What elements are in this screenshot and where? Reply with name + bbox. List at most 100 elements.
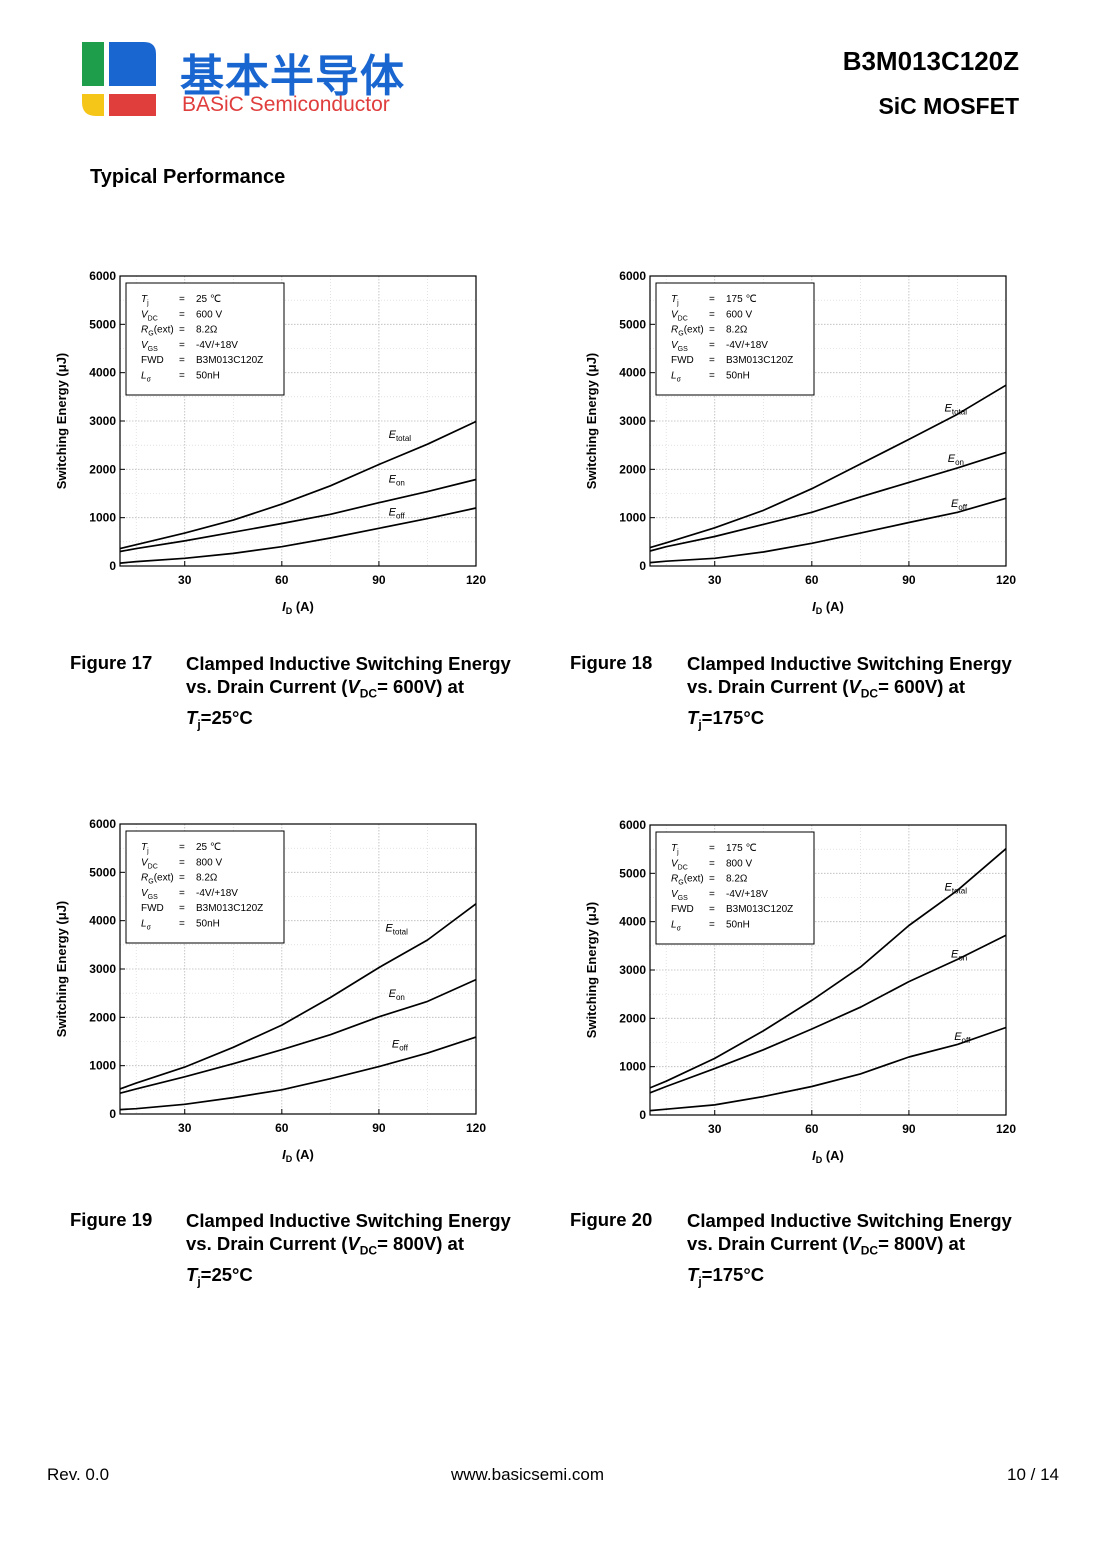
series-label: Eoff xyxy=(951,498,968,512)
caption-text: =25°C xyxy=(200,706,253,728)
figure-caption: Clamped Inductive Switching Energy vs. D… xyxy=(186,1209,546,1293)
caption-text: vs. Drain Current ( xyxy=(186,1233,348,1254)
condition-equals: = xyxy=(179,888,185,899)
caption-subscript: j xyxy=(197,717,201,732)
series-label: Eon xyxy=(389,473,405,487)
condition-value: 800 V xyxy=(196,857,222,868)
figure-number: Figure 17 xyxy=(70,652,153,673)
x-tick-label: 30 xyxy=(708,573,722,587)
x-tick-label: 30 xyxy=(708,1122,722,1136)
y-axis-title: Switching Energy (μJ) xyxy=(584,902,599,1039)
condition-value: 800 V xyxy=(726,858,752,869)
condition-equals: = xyxy=(709,294,715,305)
series-line xyxy=(649,934,1007,1094)
y-tick-label: 3000 xyxy=(89,962,116,976)
series-line xyxy=(649,497,1007,564)
caption-line-1: Clamped Inductive Switching Energy xyxy=(186,1210,511,1231)
x-tick-label: 120 xyxy=(996,573,1016,587)
y-axis-title: Switching Energy (μJ) xyxy=(54,901,69,1038)
x-tick-label: 120 xyxy=(466,573,486,587)
condition-symbol: RG(ext) xyxy=(141,873,174,886)
x-axis-title: ID (A) xyxy=(812,599,844,616)
condition-equals: = xyxy=(179,842,185,853)
caption-symbol: T xyxy=(186,1263,198,1285)
caption-text: = 800V) at xyxy=(377,1233,464,1254)
conditions-box xyxy=(125,282,285,396)
series-line xyxy=(649,1026,1007,1112)
condition-equals: = xyxy=(709,904,715,915)
y-tick-label: 5000 xyxy=(619,317,646,331)
caption-line-3: Tj=175°C xyxy=(687,706,1047,737)
condition-equals: = xyxy=(709,874,715,885)
series-line xyxy=(119,420,477,550)
series-label: Etotal xyxy=(389,429,412,443)
series-label: Eon xyxy=(951,948,967,962)
condition-symbol: VGS xyxy=(671,340,688,353)
caption-text: = 600V) at xyxy=(377,676,464,697)
condition-symbol: Tj xyxy=(671,294,679,307)
condition-equals: = xyxy=(709,309,715,320)
x-tick-label: 60 xyxy=(275,573,289,587)
condition-equals: = xyxy=(179,355,185,366)
logo-red-block xyxy=(109,94,156,116)
caption-text: vs. Drain Current ( xyxy=(687,1233,849,1254)
caption-text: =175°C xyxy=(701,706,765,728)
caption-line-2: vs. Drain Current (VDC= 600V) at xyxy=(186,675,546,706)
caption-text: = 800V) at xyxy=(878,1233,965,1254)
caption-line-2: vs. Drain Current (VDC= 800V) at xyxy=(186,1232,546,1263)
company-logo xyxy=(82,42,158,118)
condition-symbol: VGS xyxy=(141,888,158,901)
condition-symbol: VDC xyxy=(671,309,688,322)
caption-subscript: DC xyxy=(860,1243,879,1258)
chart-figure-20: 0 1000 2000 3000 4000 5000 6000 30 60 90 120 Switch… xyxy=(580,811,1030,1171)
y-tick-label: 1000 xyxy=(619,511,646,525)
caption-line-2: vs. Drain Current (VDC= 600V) at xyxy=(687,675,1047,706)
y-tick-label: 6000 xyxy=(619,269,646,283)
y-tick-label: 1000 xyxy=(619,1060,646,1074)
condition-value: 175 ℃ xyxy=(726,294,757,305)
condition-symbol: RG(ext) xyxy=(671,874,704,887)
series-line xyxy=(119,1036,477,1111)
series-line xyxy=(649,451,1007,552)
device-type: SiC MOSFET xyxy=(878,93,1019,119)
condition-equals: = xyxy=(709,340,715,351)
caption-symbol: V xyxy=(347,1233,360,1254)
condition-value: 50nH xyxy=(196,371,220,382)
footer-website[interactable]: www.basicsemi.com xyxy=(451,1465,605,1484)
series-line xyxy=(119,903,477,1090)
figure-number: Figure 19 xyxy=(70,1209,153,1230)
chart-figure-19: 0 1000 2000 3000 4000 5000 6000 30 60 90 120 Switch… xyxy=(50,810,500,1170)
y-tick-label: 6000 xyxy=(89,269,116,283)
y-tick-label: 2000 xyxy=(89,1010,116,1024)
caption-subscript: DC xyxy=(359,686,378,701)
logo-english-name: BASiC Semiconductor xyxy=(182,93,390,116)
logo-yellow-block xyxy=(82,94,104,116)
caption-text: =175°C xyxy=(701,1263,765,1285)
condition-symbol: Lσ xyxy=(141,919,152,932)
condition-symbol: FWD xyxy=(671,904,694,915)
footer-page-number: 10 / 14 xyxy=(1007,1465,1059,1484)
condition-equals: = xyxy=(709,355,715,366)
figure-number: Figure 18 xyxy=(570,652,653,673)
condition-value: 8.2Ω xyxy=(726,874,748,885)
part-number: B3M013C120Z xyxy=(842,46,1019,76)
condition-value: 8.2Ω xyxy=(726,325,748,336)
x-tick-label: 120 xyxy=(466,1121,486,1135)
chart-svg: 0 1000 2000 3000 4000 5000 6000 30 60 90 120 Switch… xyxy=(54,817,486,1164)
y-tick-label: 2000 xyxy=(619,462,646,476)
condition-equals: = xyxy=(179,309,185,320)
condition-equals: = xyxy=(179,919,185,930)
condition-value: -4V/+18V xyxy=(196,888,238,899)
logo-mark-icon xyxy=(82,42,156,116)
x-tick-label: 90 xyxy=(372,573,386,587)
series-label: Eoff xyxy=(389,507,406,521)
condition-equals: = xyxy=(179,325,185,336)
condition-equals: = xyxy=(709,325,715,336)
condition-value: 175 ℃ xyxy=(726,843,757,854)
condition-value: B3M013C120Z xyxy=(726,355,793,366)
caption-line-2: vs. Drain Current (VDC= 800V) at xyxy=(687,1232,1047,1263)
caption-text: vs. Drain Current ( xyxy=(687,676,849,697)
condition-symbol: RG(ext) xyxy=(671,325,704,338)
figure-caption: Clamped Inductive Switching Energy vs. D… xyxy=(687,652,1047,736)
x-tick-label: 90 xyxy=(372,1121,386,1135)
